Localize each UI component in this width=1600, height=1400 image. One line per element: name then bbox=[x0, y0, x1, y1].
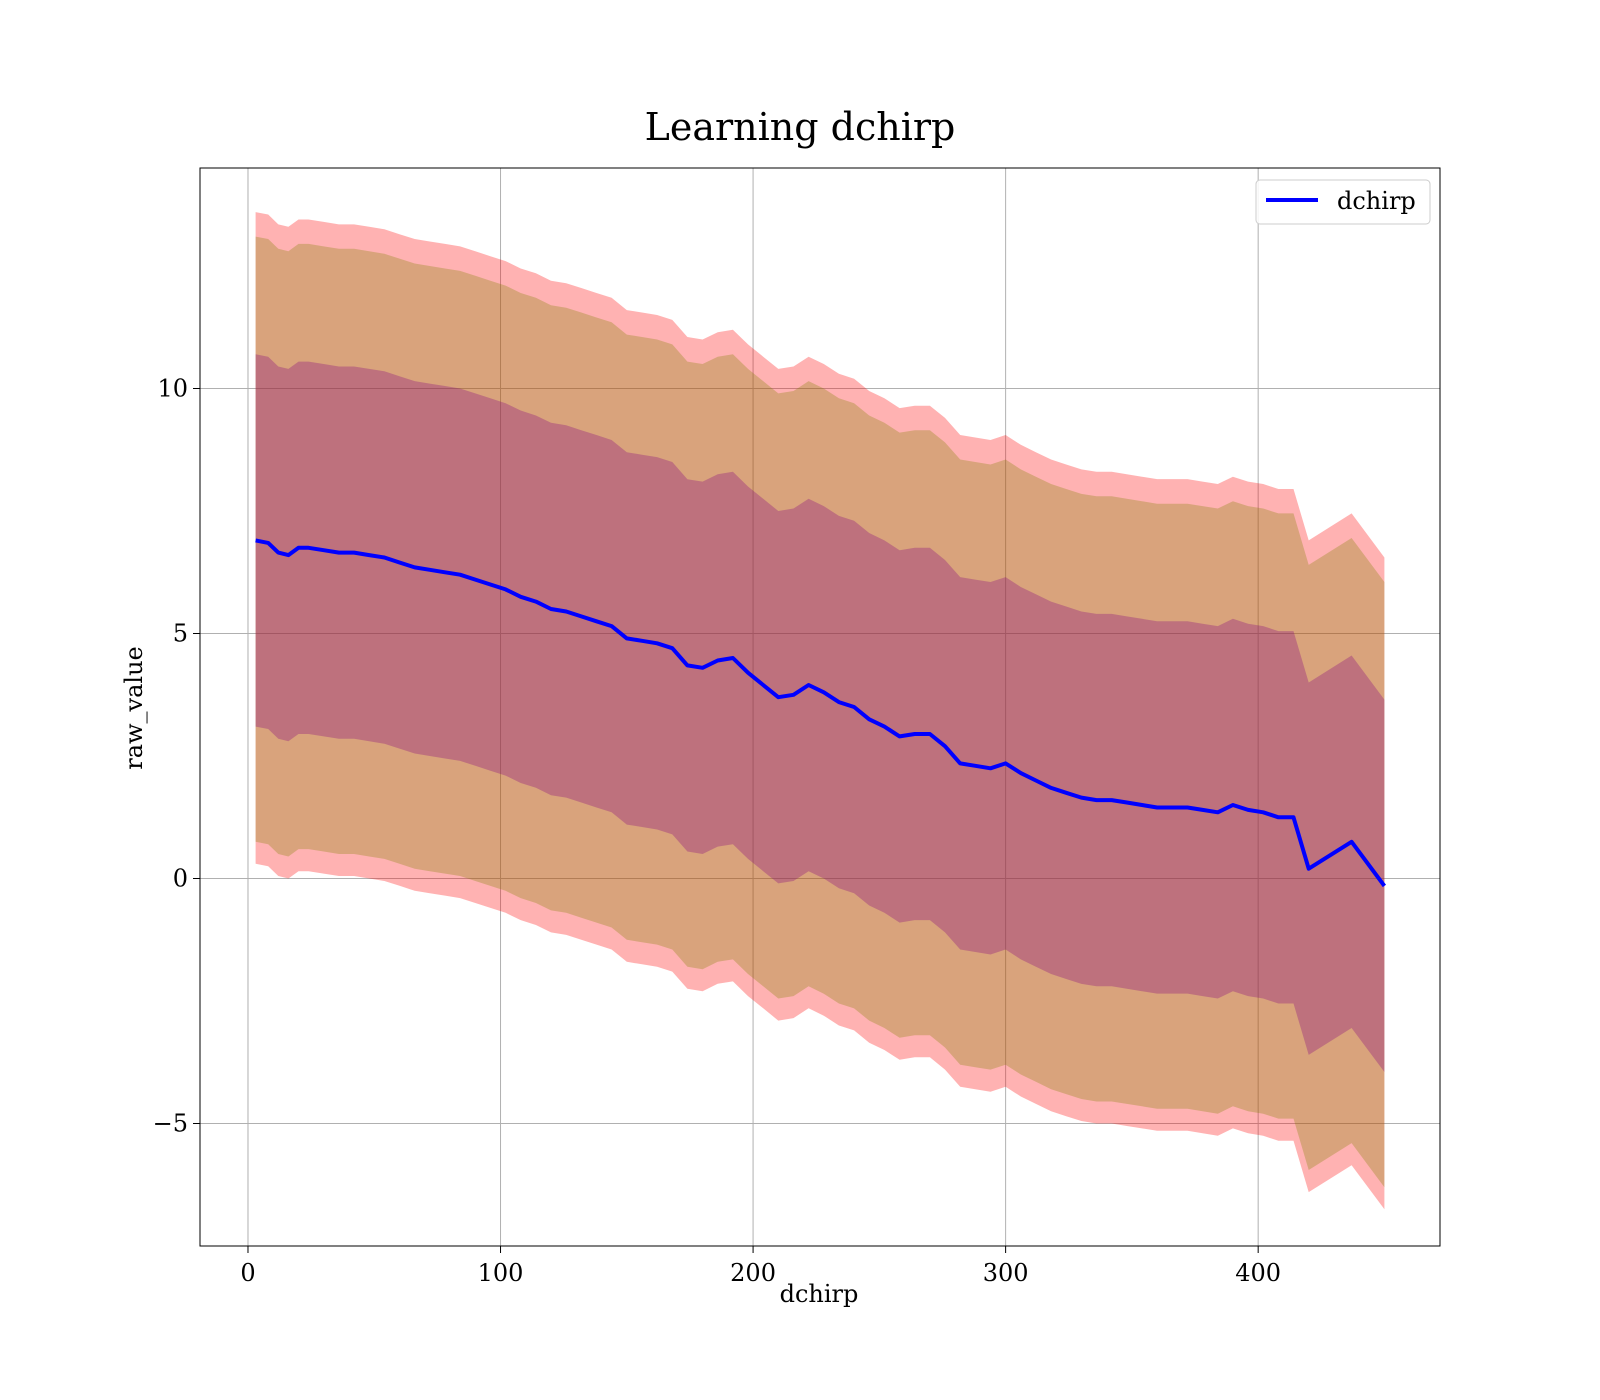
band-middle bbox=[255, 236, 1385, 1188]
x-tick-label: 400 bbox=[1235, 1259, 1281, 1287]
band-outer bbox=[255, 212, 1385, 1210]
x-tick-label: 100 bbox=[478, 1259, 524, 1287]
series-lines bbox=[255, 538, 1387, 888]
y-tick-label: 10 bbox=[157, 375, 188, 403]
x-tick-label: 0 bbox=[240, 1259, 255, 1287]
legend: dchirp bbox=[1255, 179, 1431, 225]
x-axis-ticks: 0 100 200 300 400 bbox=[240, 1246, 1281, 1287]
y-tick-label: −5 bbox=[153, 1110, 188, 1138]
x-axis-label: dchirp bbox=[780, 1280, 859, 1308]
band-inner bbox=[255, 354, 1385, 1072]
x-tick-label: 300 bbox=[983, 1259, 1029, 1287]
y-tick-label: 5 bbox=[173, 620, 188, 648]
chart-title: Learning dchirp bbox=[645, 105, 956, 149]
grid bbox=[200, 168, 1440, 1246]
plot-frame bbox=[199, 167, 1441, 1247]
y-axis-label: raw_value bbox=[120, 646, 148, 770]
legend-box bbox=[1255, 179, 1431, 225]
confidence-bands bbox=[255, 212, 1385, 1210]
y-axis-ticks: −5 0 5 10 bbox=[153, 375, 200, 1138]
y-tick-label: 0 bbox=[173, 865, 188, 893]
series-line-dchirp bbox=[255, 538, 1387, 888]
x-tick-label: 200 bbox=[730, 1259, 776, 1287]
legend-label-dchirp: dchirp bbox=[1337, 187, 1416, 215]
